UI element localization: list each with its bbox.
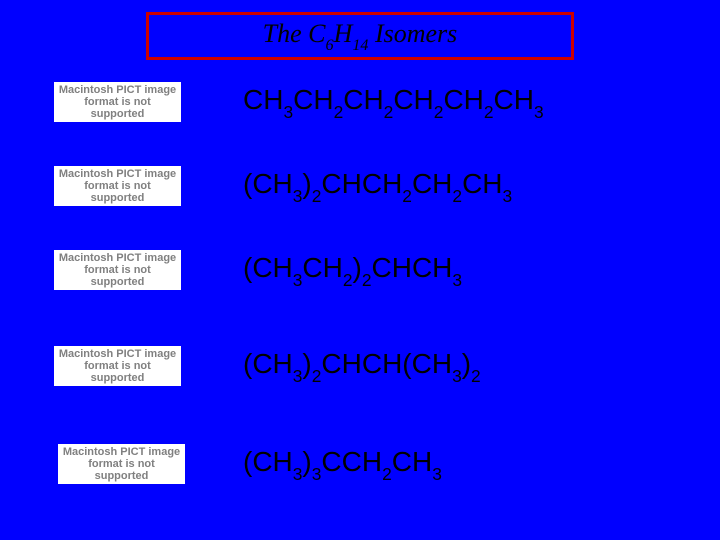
formula-text-seg: ) xyxy=(302,168,311,199)
formula-subscript: 3 xyxy=(503,186,513,206)
formula-subscript: 3 xyxy=(452,270,462,290)
formula-subscript: 3 xyxy=(293,464,303,484)
formula-subscript: 3 xyxy=(293,186,303,206)
formula-text-seg: ) xyxy=(353,252,362,283)
formula-text-seg: CH xyxy=(443,84,483,115)
formula-text-seg: CH xyxy=(462,168,502,199)
formula-subscript: 2 xyxy=(312,186,322,206)
formula-text-seg: ) xyxy=(302,446,311,477)
title-seg-prefix: The C xyxy=(263,19,326,48)
isomer-formula-5: (CH3)3CCH2CH3 xyxy=(243,446,442,483)
title-seg-sub1: 6 xyxy=(326,37,334,54)
formula-subscript: 3 xyxy=(293,270,303,290)
formula-text-seg: CH xyxy=(243,84,283,115)
formula-text-seg: CH xyxy=(393,84,433,115)
pict-placeholder: Macintosh PICT image format is not suppo… xyxy=(54,166,181,206)
pict-placeholder: Macintosh PICT image format is not suppo… xyxy=(54,346,181,386)
formula-subscript: 2 xyxy=(484,102,494,122)
formula-subscript: 3 xyxy=(312,464,322,484)
formula-text-seg: CH xyxy=(412,168,452,199)
pict-placeholder: Macintosh PICT image format is not suppo… xyxy=(54,82,181,122)
formula-subscript: 2 xyxy=(471,366,481,386)
formula-subscript: 2 xyxy=(343,270,353,290)
formula-text-seg: (CH xyxy=(243,446,293,477)
formula-subscript: 3 xyxy=(293,366,303,386)
formula-subscript: 3 xyxy=(534,102,544,122)
isomer-formula-2: (CH3)2CHCH2CH2CH3 xyxy=(243,168,512,205)
formula-subscript: 2 xyxy=(384,102,394,122)
formula-text-seg: CH xyxy=(302,252,342,283)
title-seg-suffix: Isomers xyxy=(368,19,457,48)
formula-subscript: 3 xyxy=(283,102,293,122)
isomer-formula-4: (CH3)2CHCH(CH3)2 xyxy=(243,348,481,385)
formula-subscript: 2 xyxy=(334,102,344,122)
title-box: The C6H14 Isomers xyxy=(146,12,574,60)
formula-text-seg: CHCH xyxy=(321,168,402,199)
title-text: The C6H14 Isomers xyxy=(263,19,458,53)
formula-text-seg: CH xyxy=(494,84,534,115)
pict-placeholder: Macintosh PICT image format is not suppo… xyxy=(58,444,185,484)
formula-text-seg: CH xyxy=(343,84,383,115)
formula-text-seg: (CH xyxy=(243,252,293,283)
pict-placeholder: Macintosh PICT image format is not suppo… xyxy=(54,250,181,290)
formula-text-seg: (CH xyxy=(243,348,293,379)
formula-subscript: 2 xyxy=(362,270,372,290)
isomer-formula-3: (CH3CH2)2CHCH3 xyxy=(243,252,462,289)
title-seg-sub2: 14 xyxy=(352,37,368,54)
formula-subscript: 2 xyxy=(452,186,462,206)
formula-subscript: 2 xyxy=(434,102,444,122)
formula-text-seg: CH xyxy=(392,446,432,477)
formula-text-seg: (CH xyxy=(243,168,293,199)
formula-text-seg: CHCH xyxy=(372,252,453,283)
formula-text-seg: ) xyxy=(462,348,471,379)
formula-text-seg: CCH xyxy=(321,446,382,477)
formula-subscript: 2 xyxy=(382,464,392,484)
formula-text-seg: CH xyxy=(293,84,333,115)
isomer-formula-1: CH3CH2CH2CH2CH2CH3 xyxy=(243,84,544,121)
formula-subscript: 3 xyxy=(452,366,462,386)
formula-subscript: 2 xyxy=(312,366,322,386)
formula-subscript: 3 xyxy=(432,464,442,484)
formula-text-seg: ) xyxy=(302,348,311,379)
formula-text-seg: CHCH(CH xyxy=(321,348,452,379)
title-seg-mid: H xyxy=(334,19,353,48)
formula-subscript: 2 xyxy=(402,186,412,206)
